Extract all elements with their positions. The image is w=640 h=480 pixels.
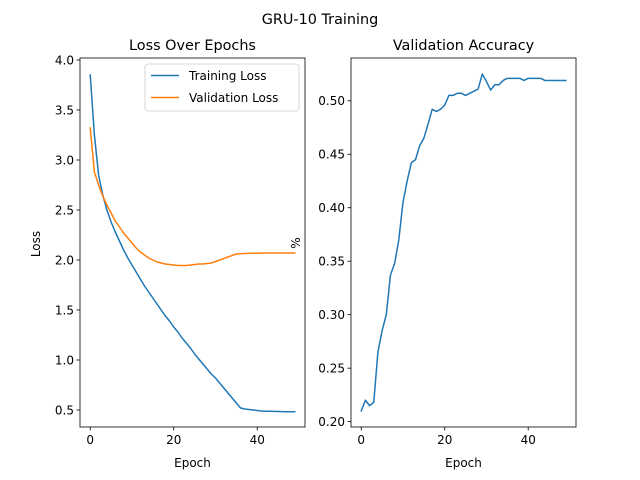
accuracy-y-tick-label: 0.35 xyxy=(318,255,345,269)
accuracy-axes: 0 20 40 0.20 0.25 0.30 0.35 0.40 0.45 0.50 Valid… xyxy=(289,38,577,470)
loss-x-axis-label: Epoch xyxy=(174,456,211,470)
accuracy-y-tick-label: 0.20 xyxy=(318,415,345,429)
loss-y-axis-label: Loss xyxy=(29,231,43,257)
loss-y-tick-label: 4.0 xyxy=(55,53,74,67)
loss-axes-title: Loss Over Epochs xyxy=(129,38,256,54)
accuracy-y-tick-label: 0.30 xyxy=(318,308,345,322)
series-line-validation-loss xyxy=(89,127,296,267)
loss-legend-box xyxy=(144,63,300,112)
accuracy-plot-lines xyxy=(360,73,567,412)
loss-y-tick-label: 3.0 xyxy=(55,153,74,167)
loss-x-tick-label: 20 xyxy=(166,433,181,447)
loss-axes-frame xyxy=(79,57,306,428)
accuracy-x-axis-label: Epoch xyxy=(445,456,482,470)
accuracy-x-ticks: 0 20 40 xyxy=(357,427,536,447)
accuracy-y-ticks: 0.20 0.25 0.30 0.35 0.40 0.45 0.50 xyxy=(318,94,351,429)
loss-x-ticks: 0 20 40 xyxy=(86,427,265,447)
loss-y-tick-label: 1.0 xyxy=(55,353,74,367)
legend-label-training-loss: Training Loss xyxy=(188,69,266,83)
loss-y-tick-label: 2.5 xyxy=(55,203,74,217)
accuracy-x-tick-label: 20 xyxy=(437,433,452,447)
loss-axes: 0 20 40 0.5 1.0 1.5 2.0 2.5 3.0 3.5 4.0 Loss Over… xyxy=(29,38,306,470)
accuracy-x-tick-label: 0 xyxy=(357,433,365,447)
loss-y-ticks: 0.5 1.0 1.5 2.0 2.5 3.0 3.5 4.0 xyxy=(55,53,80,417)
accuracy-axes-frame xyxy=(350,57,577,428)
figure-suptitle: GRU-10 Training xyxy=(262,12,379,28)
accuracy-y-tick-label: 0.50 xyxy=(318,94,345,108)
series-line-validation-accuracy xyxy=(360,73,567,412)
loss-legend: Training Loss Validation Loss xyxy=(144,63,300,112)
accuracy-y-tick-label: 0.45 xyxy=(318,148,345,162)
accuracy-y-tick-label: 0.40 xyxy=(318,201,345,215)
accuracy-x-tick-label: 40 xyxy=(521,433,536,447)
accuracy-y-tick-label: 0.25 xyxy=(318,361,345,375)
loss-x-tick-label: 40 xyxy=(250,433,265,447)
accuracy-y-axis-label: % xyxy=(289,237,303,248)
loss-y-tick-label: 2.0 xyxy=(55,253,74,267)
loss-y-tick-label: 1.5 xyxy=(55,303,74,317)
series-line-training-loss xyxy=(89,74,296,413)
legend-label-validation-loss: Validation Loss xyxy=(189,91,278,105)
accuracy-axes-title: Validation Accuracy xyxy=(393,38,535,54)
loss-plot-lines xyxy=(89,74,296,413)
loss-x-tick-label: 0 xyxy=(86,433,94,447)
loss-y-tick-label: 3.5 xyxy=(55,103,74,117)
loss-y-tick-label: 0.5 xyxy=(55,403,74,417)
